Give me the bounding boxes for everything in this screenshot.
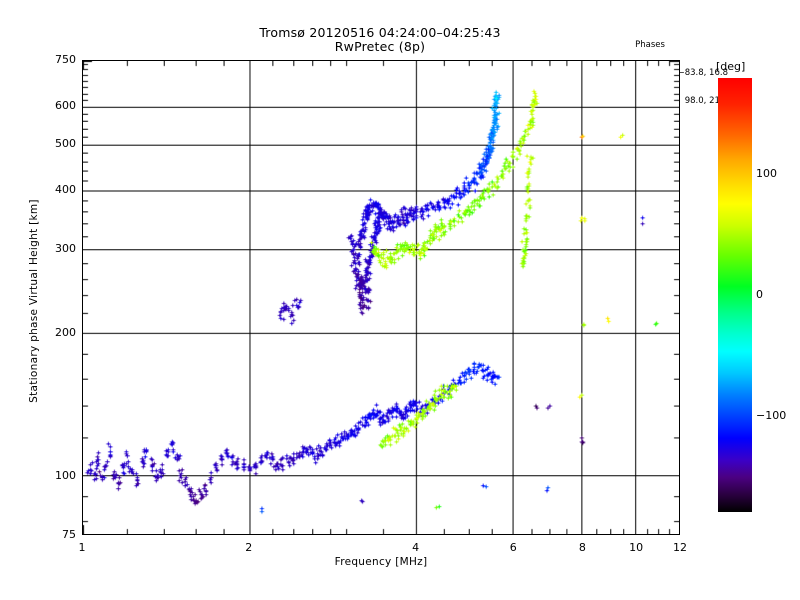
phase-stats-header: Phases: [635, 39, 665, 50]
y-tick-label: 500: [55, 136, 76, 150]
colorbar-gradient: [718, 78, 752, 512]
colorbar: [718, 78, 752, 512]
colorbar-tick-label: 100: [756, 167, 777, 181]
x-tick-label: 8: [578, 541, 586, 554]
plot-title: Tromsø 20120516 04:24:00–04:25:43 RwPret…: [0, 26, 760, 54]
x-tick-label: 12: [673, 541, 687, 554]
colorbar-tick-label: −100: [756, 408, 787, 422]
y-tick-label: 100: [55, 468, 76, 482]
x-tick-label: 4: [412, 541, 420, 554]
y-tick-label: 400: [55, 182, 76, 196]
colorbar-tick-label: 0: [756, 288, 763, 301]
x-tick-label: 10: [629, 541, 644, 554]
x-tick-label: 6: [509, 541, 517, 554]
x-tick-label: 1: [78, 541, 86, 554]
scatter-canvas: [83, 61, 679, 534]
plot-area: [82, 60, 680, 535]
colorbar-unit-label: [deg]: [716, 60, 746, 73]
y-axis-title: Stationary phase Virtual Height [km]: [28, 199, 40, 403]
y-tick-label: 600: [55, 99, 76, 113]
plot-title-line2: RwPretec (8p): [334, 39, 426, 54]
y-tick-label: 300: [55, 242, 76, 256]
y-tick-label: 75: [62, 528, 76, 541]
y-tick-label: 750: [55, 53, 76, 66]
x-axis-title: Frequency [MHz]: [334, 556, 428, 568]
x-tick-label: 2: [245, 541, 253, 554]
y-tick-label: 200: [55, 325, 76, 339]
plot-title-line1: Tromsø 20120516 04:24:00–04:25:43: [259, 25, 501, 40]
